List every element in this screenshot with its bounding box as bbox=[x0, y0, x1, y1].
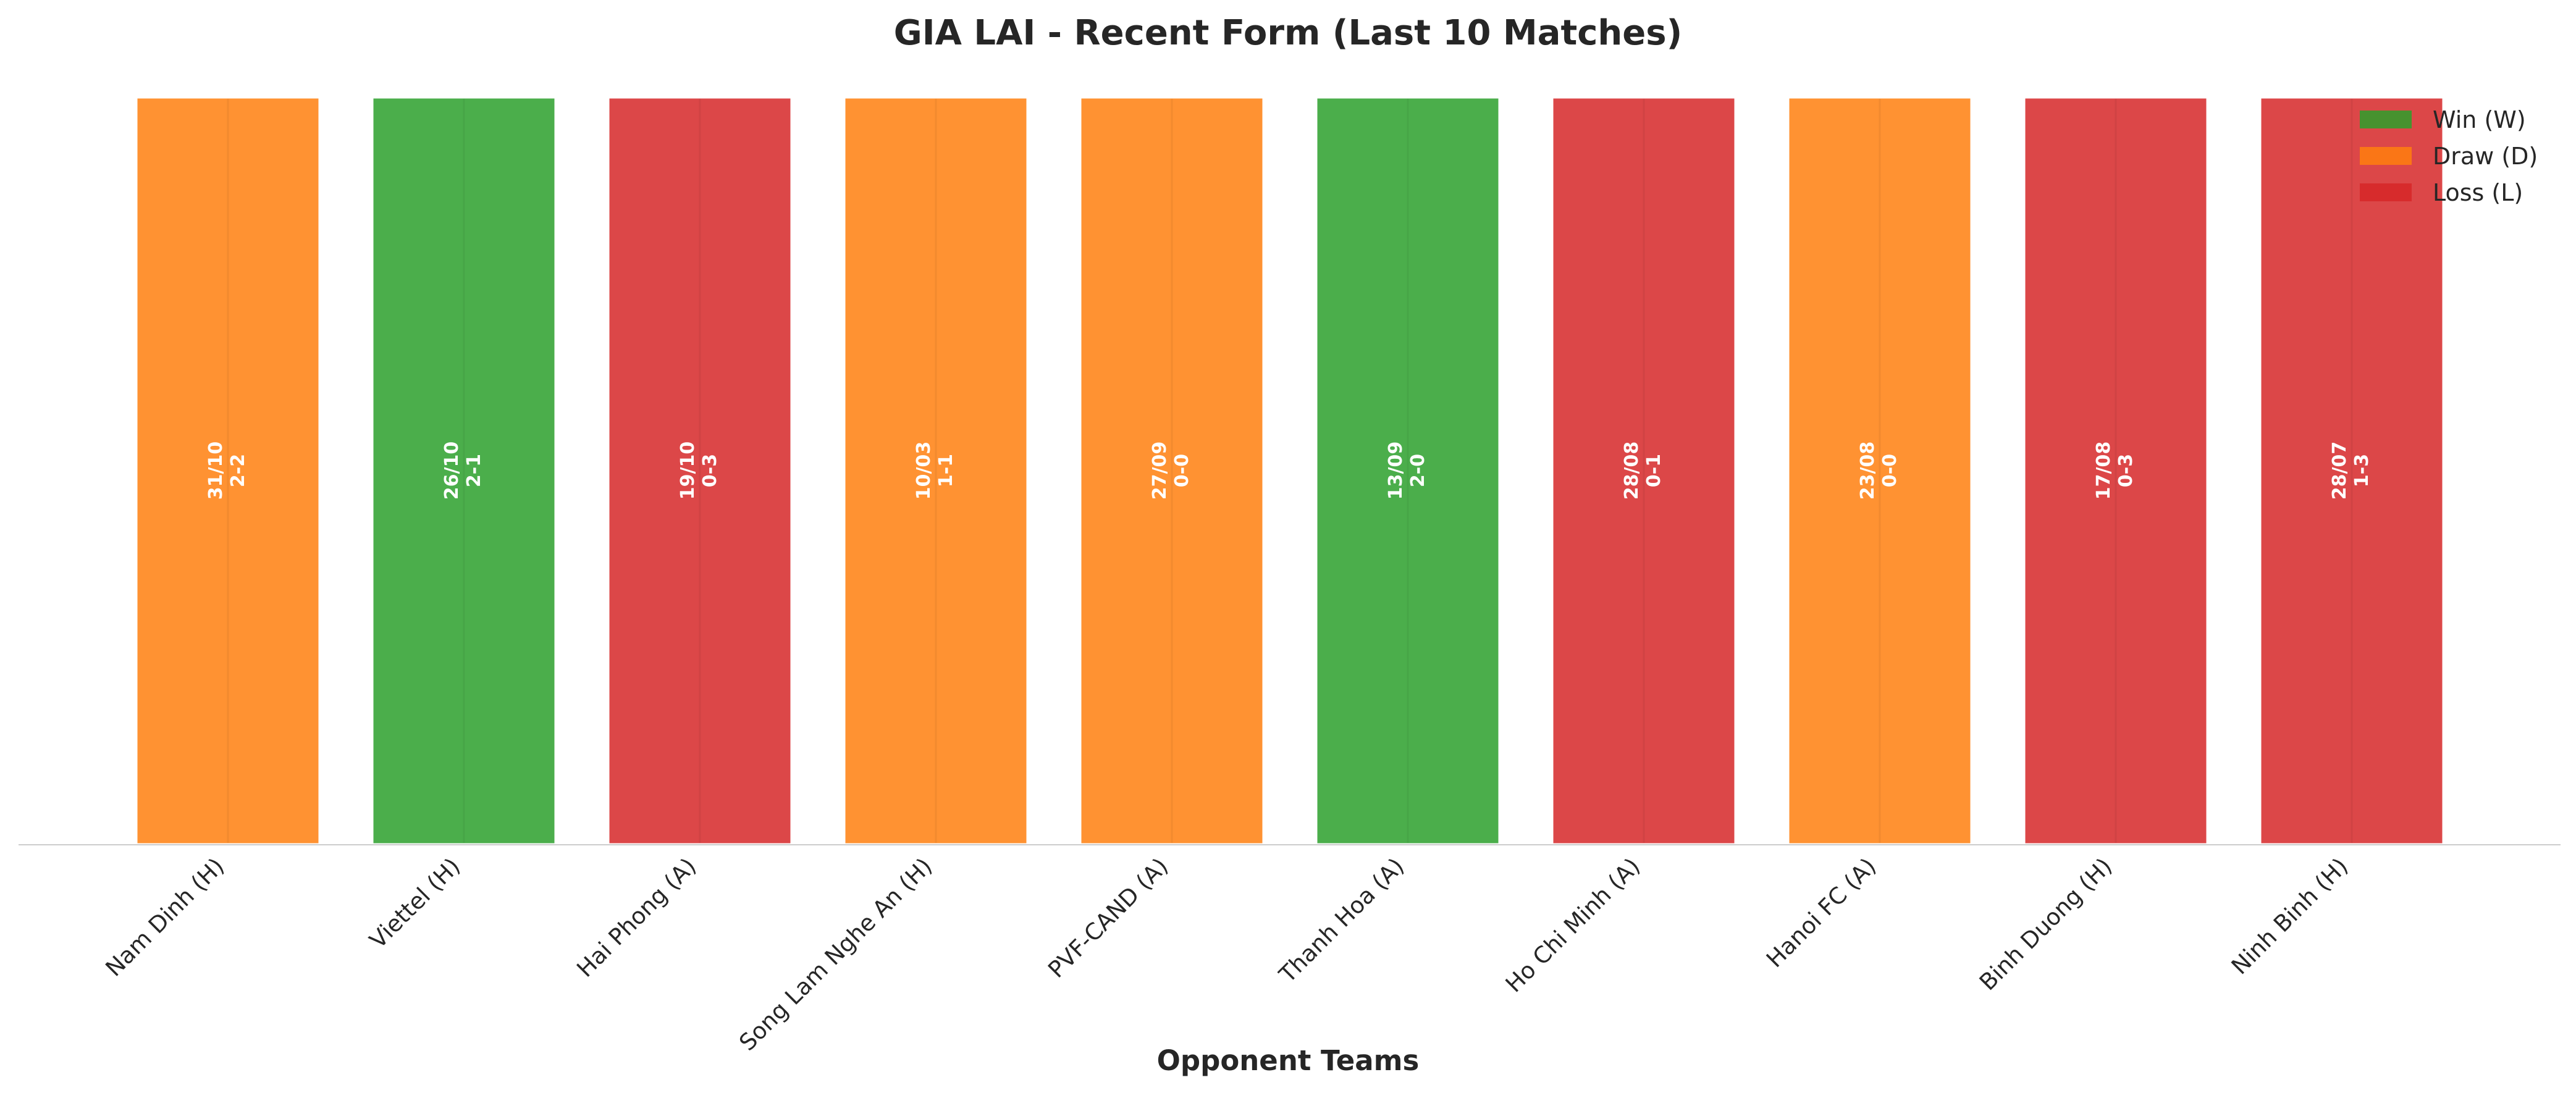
bar-date-label: 10/03 bbox=[913, 442, 935, 500]
bar-date-label: 17/08 bbox=[2093, 442, 2115, 500]
x-tick-label: Ho Chi Minh (A) bbox=[1501, 853, 1645, 997]
bar-score-label: 0-3 bbox=[2115, 454, 2137, 487]
legend-swatch bbox=[2360, 111, 2412, 128]
bar-date-label: 19/10 bbox=[677, 442, 699, 500]
bar-date-label: 23/08 bbox=[1857, 442, 1879, 500]
bar-date-label: 31/10 bbox=[205, 442, 227, 500]
bar-score-label: 2-0 bbox=[1407, 454, 1429, 487]
x-tick-label: PVF-CAND (A) bbox=[1043, 853, 1173, 983]
bar bbox=[134, 95, 322, 847]
x-tick-label: Viettel (H) bbox=[364, 853, 465, 953]
x-tick-label: Nam Dinh (H) bbox=[101, 853, 230, 982]
bar-score-label: 0-1 bbox=[1643, 454, 1665, 487]
bar-date-label: 27/09 bbox=[1149, 442, 1171, 500]
bar-date-label: 28/08 bbox=[1621, 442, 1643, 500]
bar-score-label: 2-1 bbox=[463, 454, 485, 487]
bar bbox=[1550, 95, 1738, 847]
bar-score-label: 0-0 bbox=[1171, 454, 1193, 487]
bar-score-label: 0-3 bbox=[699, 454, 721, 487]
bar bbox=[2258, 95, 2446, 847]
bar bbox=[1786, 95, 1974, 847]
bar-score-label: 0-0 bbox=[1879, 454, 1901, 487]
bar-score-label: 1-1 bbox=[935, 454, 957, 487]
x-ticks-layer: Nam Dinh (H) Viettel (H) Hai Phong (A) Song… bbox=[101, 853, 2354, 1056]
x-tick-label: Song Lam Nghe An (H) bbox=[734, 853, 937, 1056]
x-tick-label: Binh Duong (H) bbox=[1974, 853, 2117, 995]
x-tick-label: Thanh Hoa (A) bbox=[1274, 853, 1410, 989]
bar-score-label: 2-2 bbox=[227, 454, 249, 487]
x-axis-label: Opponent Teams bbox=[1157, 1044, 1420, 1077]
bar-date-label: 13/09 bbox=[1385, 442, 1407, 500]
bar bbox=[606, 95, 794, 847]
bar-labels-layer: 31/10 2-2 26/10 2-1 19/10 0-3 10/03 1-1 27/09 0-0… bbox=[205, 442, 2373, 500]
legend-swatch bbox=[2360, 183, 2412, 201]
legend-label: Draw (D) bbox=[2433, 143, 2538, 170]
bar-date-label: 26/10 bbox=[441, 442, 463, 500]
bar-score-label: 1-3 bbox=[2351, 454, 2373, 487]
x-tick-label: Ninh Binh (H) bbox=[2226, 853, 2354, 980]
bar-date-label: 28/07 bbox=[2329, 442, 2351, 500]
bar bbox=[1078, 95, 1266, 847]
bars-layer bbox=[134, 95, 2446, 847]
x-tick-label: Hanoi FC (A) bbox=[1761, 853, 1881, 973]
legend-swatch bbox=[2360, 147, 2412, 165]
x-tick-label: Hai Phong (A) bbox=[571, 853, 701, 982]
legend: Win (W) Draw (D) Loss (L) bbox=[2360, 106, 2538, 206]
legend-label: Win (W) bbox=[2433, 106, 2526, 133]
bar bbox=[370, 95, 558, 847]
bar bbox=[1314, 95, 1502, 847]
chart-title: GIA LAI - Recent Form (Last 10 Matches) bbox=[894, 13, 1682, 53]
legend-label: Loss (L) bbox=[2433, 179, 2523, 206]
bar bbox=[842, 95, 1030, 847]
